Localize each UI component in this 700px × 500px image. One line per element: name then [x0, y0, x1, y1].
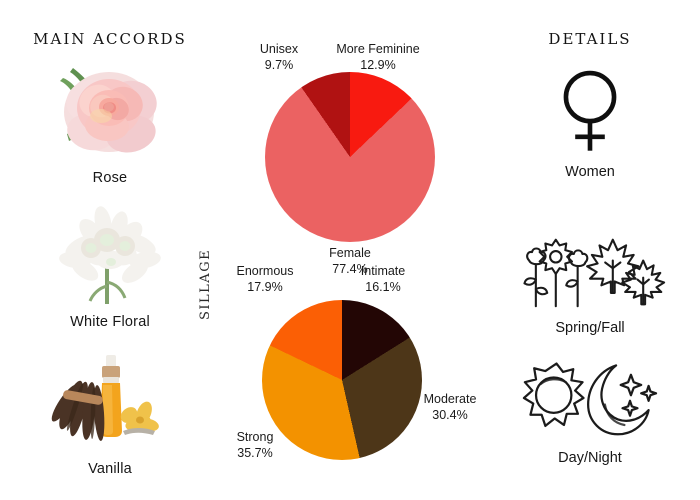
flowers-and-maple-leaves-icon: [500, 230, 680, 314]
vanilla-illustration: [51, 355, 159, 441]
rose-illustration: [60, 68, 157, 153]
detail-item-day-night: Day/Night: [500, 352, 680, 466]
pie-label-female: Female 77.4%: [295, 246, 405, 277]
pie-label-enormous-pct: 17.9%: [247, 279, 283, 294]
accord-label: White Floral: [70, 314, 150, 330]
gender-pie: [265, 72, 435, 242]
details-heading: DETAILS: [548, 30, 632, 48]
pie-label-more-feminine-pct: 12.9%: [360, 57, 396, 72]
day-night-glyph: [522, 362, 658, 436]
accord-label: Rose: [92, 170, 128, 186]
pie-label-more-feminine-name: More Feminine: [336, 42, 420, 56]
pie-label-more-feminine: More Feminine 12.9%: [318, 42, 438, 73]
accord-item-vanilla: Vanilla: [30, 347, 190, 477]
tuberose-image: [45, 200, 175, 308]
pie-label-unisex-name: Unisex: [259, 42, 299, 56]
rose-image: [45, 56, 175, 164]
accord-label: Vanilla: [88, 461, 132, 477]
pie-label-unisex: Unisex 9.7%: [234, 42, 324, 73]
detail-label: Spring/Fall: [555, 320, 625, 336]
accord-item-white-floral: White Floral: [30, 200, 190, 330]
pie-label-intimate-pct: 16.1%: [365, 279, 401, 294]
detail-item-spring-fall: Spring/Fall: [500, 230, 680, 336]
venus-symbol-icon: [500, 62, 680, 158]
tuberose-illustration: [59, 206, 161, 304]
gender-pie-chart: More Feminine 12.9% Unisex 9.7% Female 7…: [200, 40, 500, 276]
spring-fall-glyph: [523, 238, 666, 308]
detail-item-women: Women: [500, 62, 680, 180]
vanilla-beans-image: [45, 347, 175, 455]
pie-label-moderate: Moderate 30.4%: [400, 392, 500, 423]
venus-symbol-glyph: [563, 70, 617, 151]
detail-label: Day/Night: [558, 450, 622, 466]
pie-label-unisex-pct: 9.7%: [264, 57, 294, 72]
pie-label-strong: Strong 35.7%: [205, 430, 305, 461]
pie-label-intimate-name: Intimate: [360, 264, 406, 278]
pie-label-moderate-pct: 30.4%: [432, 407, 468, 422]
pie-label-moderate-name: Moderate: [423, 392, 477, 406]
sillage-pie: [262, 300, 422, 460]
pie-label-intimate: Intimate 16.1%: [328, 264, 438, 295]
sun-and-moon-icon: [500, 352, 680, 444]
sillage-pie-chart: SILLAGE Intimate 16.1% Enormous 17.9% St…: [198, 249, 500, 492]
pie-label-strong-pct: 35.7%: [237, 445, 273, 460]
main-accords-heading: MAIN ACCORDS: [33, 30, 187, 48]
pie-label-strong-name: Strong: [236, 430, 274, 444]
pie-label-female-pct: 77.4%: [332, 261, 368, 276]
pie-label-enormous: Enormous 17.9%: [210, 264, 320, 295]
pie-label-enormous-name: Enormous: [236, 264, 294, 278]
accord-item-rose: Rose: [30, 56, 190, 186]
pie-label-female-name: Female: [329, 246, 371, 260]
detail-label: Women: [565, 164, 615, 180]
